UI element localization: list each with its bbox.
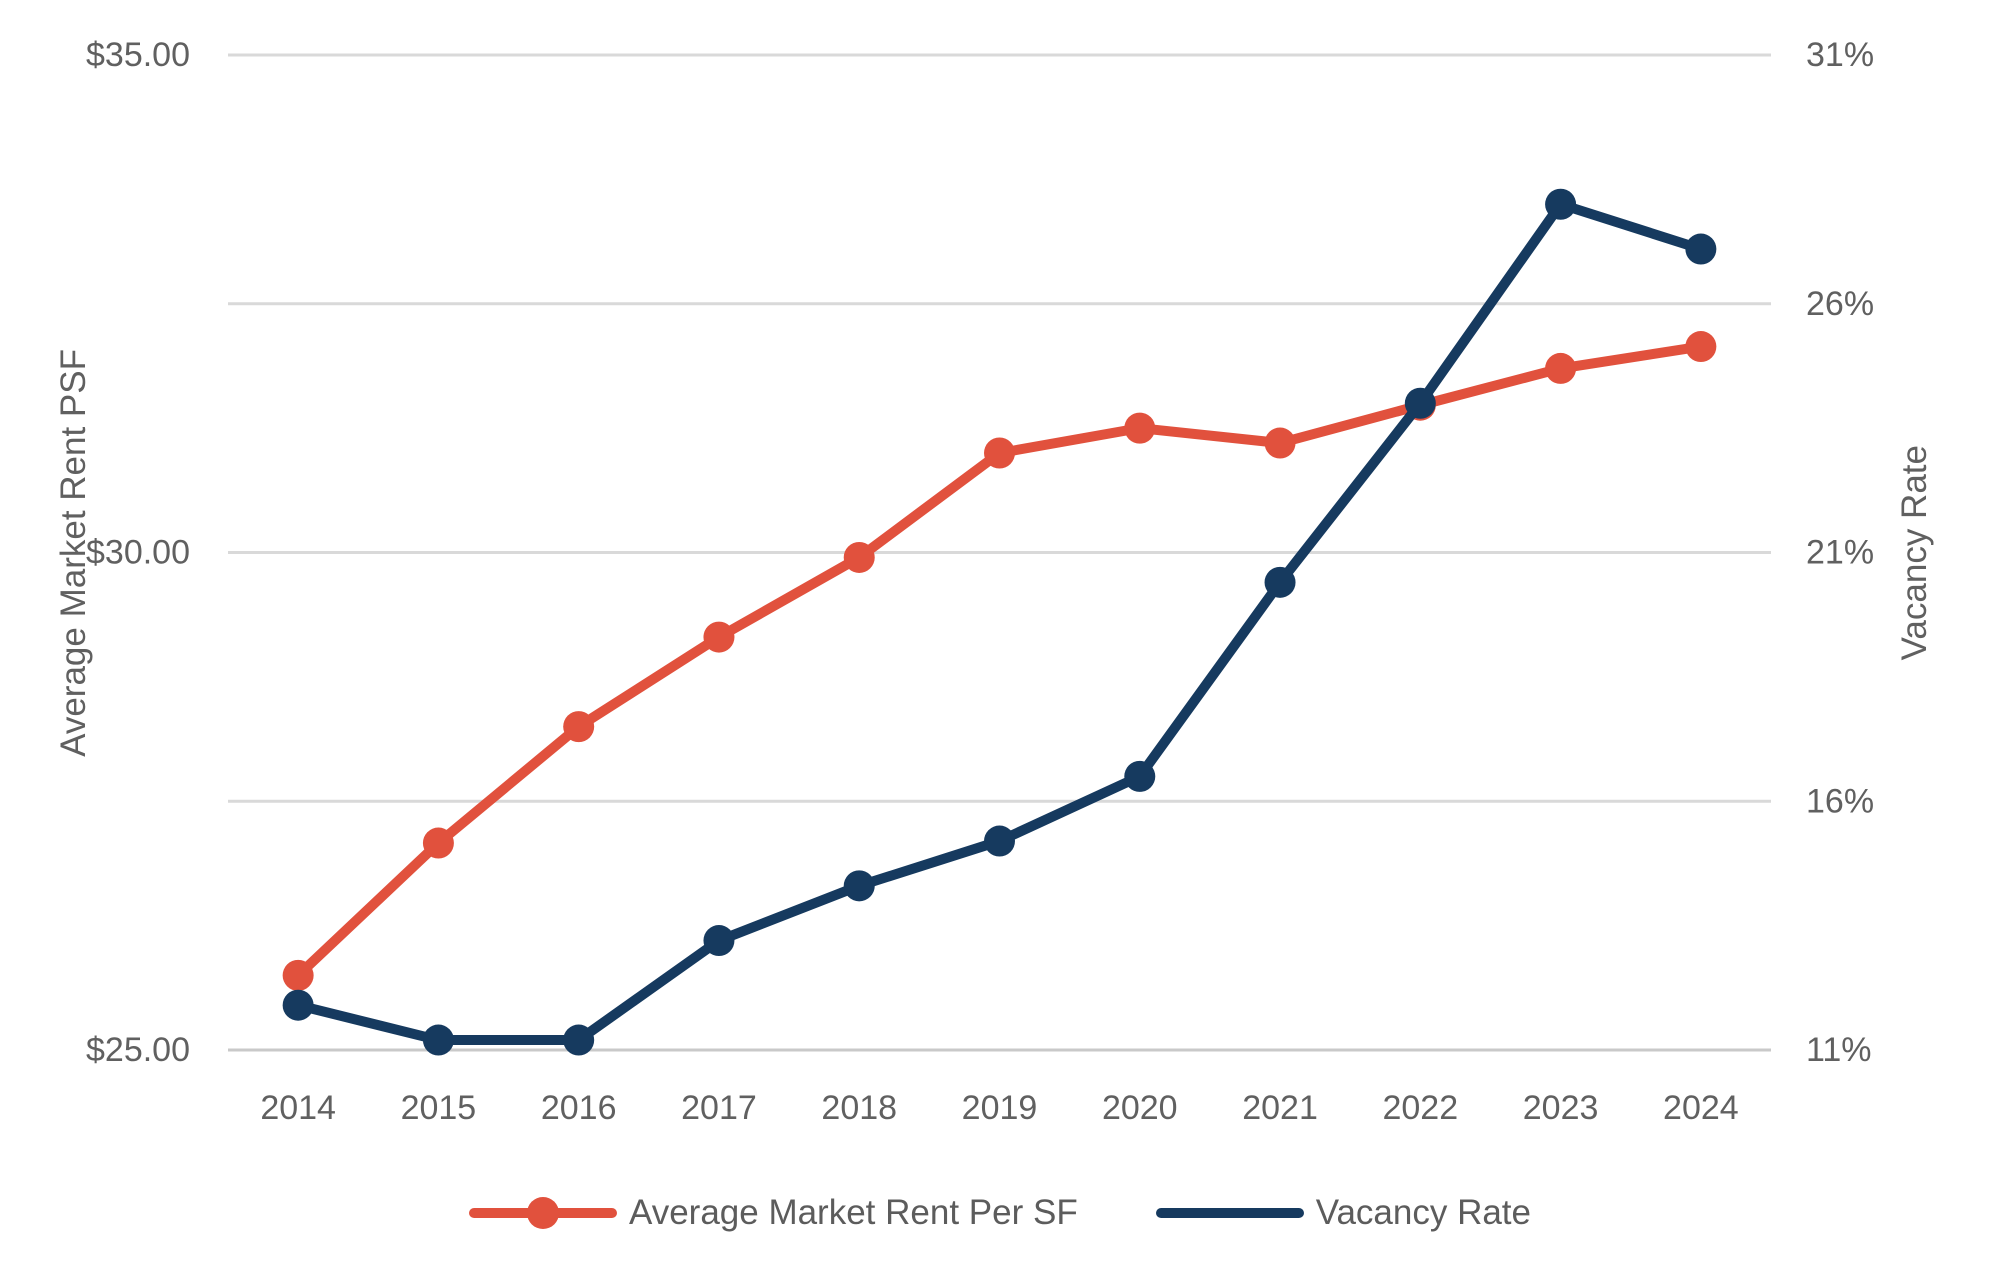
data-point-average-market-rent-per-sf-2023 (1545, 352, 1577, 384)
data-point-vacancy-rate-2019 (984, 825, 1015, 857)
rent-series-legend-line (468, 1197, 617, 1229)
data-point-average-market-rent-per-sf-2015 (422, 827, 454, 859)
data-point-vacancy-rate-2020 (1124, 760, 1156, 792)
data-point-vacancy-rate-2018 (843, 870, 875, 902)
x-axis-tick-label: 2015 (401, 1089, 477, 1127)
right-axis-tick-label: 11% (1806, 1031, 1872, 1069)
x-axis-tick-label: 2019 (962, 1089, 1038, 1127)
right-axis-tick-label: 26% (1806, 285, 1874, 323)
right-axis-tick-label: 31% (1806, 36, 1874, 74)
right-axis-tick-label: 16% (1806, 782, 1874, 820)
data-point-average-market-rent-per-sf-2021 (1264, 427, 1296, 459)
data-point-vacancy-rate-2021 (1264, 566, 1296, 598)
data-point-vacancy-rate-2016 (563, 1024, 595, 1056)
data-point-vacancy-rate-2017 (703, 925, 735, 957)
data-point-vacancy-rate-2022 (1404, 387, 1436, 419)
data-point-average-market-rent-per-sf-2019 (984, 437, 1015, 469)
data-point-vacancy-rate-2015 (422, 1024, 454, 1056)
data-point-average-market-rent-per-sf-2020 (1124, 412, 1156, 444)
data-point-average-market-rent-per-sf-2018 (843, 541, 875, 573)
legend-label-rent: Average Market Rent Per SF (628, 1193, 1078, 1232)
data-point-vacancy-rate-2023 (1545, 188, 1577, 220)
data-point-average-market-rent-per-sf-2017 (703, 621, 735, 653)
x-axis-tick-label: 2016 (541, 1089, 617, 1127)
x-axis-tick-label: 2021 (1242, 1089, 1318, 1127)
vacancy-series-legend-line (1155, 1208, 1304, 1218)
x-axis-tick-label: 2018 (821, 1089, 897, 1127)
x-axis-tick-label: 2023 (1523, 1089, 1599, 1127)
rent-series-legend-dot-icon (526, 1197, 559, 1229)
x-axis-tick-label: 2022 (1382, 1089, 1458, 1127)
x-axis-tick-label: 2020 (1102, 1089, 1178, 1127)
legend-item-rent: Average Market Rent Per SF (468, 1193, 1078, 1233)
left-axis-tick-label: $25.00 (86, 1031, 190, 1069)
data-point-vacancy-rate-2014 (282, 989, 314, 1021)
data-point-average-market-rent-per-sf-2014 (282, 959, 314, 991)
data-point-average-market-rent-per-sf-2024 (1685, 331, 1717, 363)
legend-label-vacancy: Vacancy Rate (1315, 1193, 1532, 1232)
left-axis-tick-label: $30.00 (86, 534, 190, 572)
legend: Average Market Rent Per SF Vacancy Rate (0, 1178, 2000, 1248)
data-point-vacancy-rate-2024 (1685, 233, 1717, 265)
legend-item-vacancy: Vacancy Rate (1155, 1193, 1532, 1233)
x-axis-tick-label: 2017 (681, 1089, 757, 1127)
x-axis-tick-label: 2024 (1663, 1089, 1739, 1127)
left-axis-tick-label: $35.00 (86, 36, 190, 74)
series-line-vacancy-rate (293, 199, 1706, 1046)
right-axis-tick-label: 21% (1806, 534, 1874, 572)
x-axis-tick-label: 2014 (260, 1089, 336, 1127)
data-point-average-market-rent-per-sf-2016 (563, 711, 595, 743)
